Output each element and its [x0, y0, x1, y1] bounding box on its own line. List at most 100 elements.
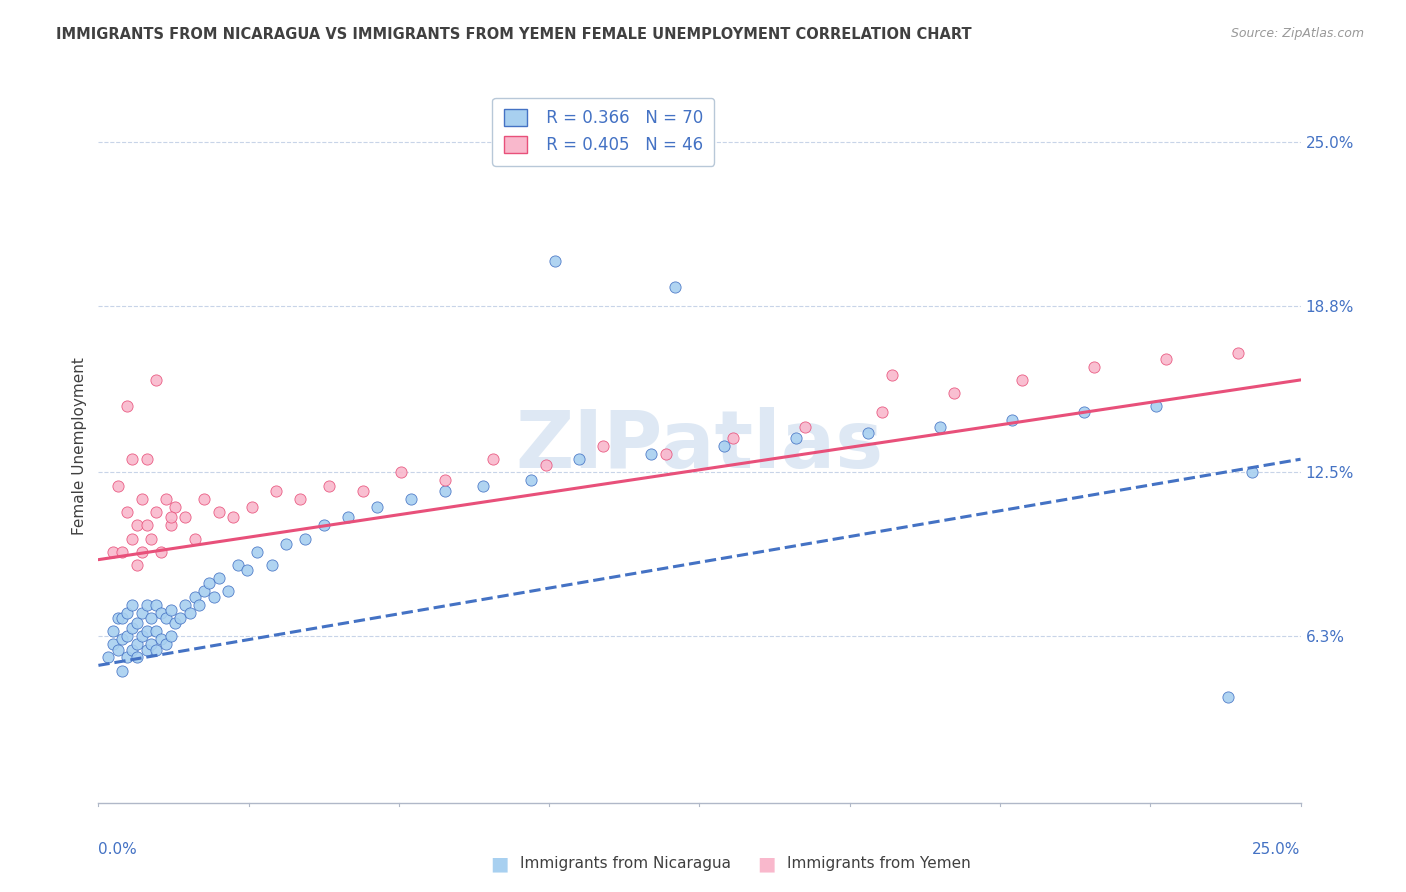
- Point: [266, 483, 288, 498]
- Point: [1154, 351, 1177, 366]
- Point: [928, 420, 950, 434]
- Point: [121, 532, 143, 546]
- Text: Immigrants from Yemen: Immigrants from Yemen: [787, 856, 972, 871]
- Point: [169, 611, 191, 625]
- Point: [1073, 404, 1095, 418]
- Point: [721, 431, 744, 445]
- Point: [117, 505, 139, 519]
- Point: [159, 510, 181, 524]
- Point: [870, 404, 893, 418]
- Point: [246, 545, 269, 559]
- Point: [101, 637, 124, 651]
- Point: [1001, 412, 1024, 426]
- Point: [131, 629, 153, 643]
- Point: [121, 452, 143, 467]
- Point: [145, 505, 167, 519]
- Point: [1227, 346, 1250, 360]
- Point: [111, 664, 134, 678]
- Point: [111, 545, 134, 559]
- Point: [318, 478, 340, 492]
- Text: Immigrants from Nicaragua: Immigrants from Nicaragua: [520, 856, 731, 871]
- Point: [165, 500, 187, 514]
- Point: [125, 637, 148, 651]
- Point: [208, 505, 231, 519]
- Point: [159, 518, 181, 533]
- Text: 25.0%: 25.0%: [1253, 842, 1301, 857]
- Point: [785, 431, 807, 445]
- Point: [141, 611, 163, 625]
- Point: [179, 606, 201, 620]
- Point: [121, 642, 143, 657]
- Point: [149, 606, 172, 620]
- Point: [433, 474, 456, 488]
- Point: [145, 373, 167, 387]
- Point: [131, 606, 153, 620]
- Point: [135, 598, 157, 612]
- Point: [240, 500, 263, 514]
- Point: [290, 491, 312, 506]
- Point: [399, 491, 422, 506]
- Point: [640, 447, 662, 461]
- Point: [655, 447, 678, 461]
- Point: [149, 632, 172, 646]
- Point: [174, 510, 197, 524]
- Legend:  R = 0.366   N = 70,  R = 0.405   N = 46: R = 0.366 N = 70, R = 0.405 N = 46: [492, 97, 714, 166]
- Point: [433, 483, 456, 498]
- Point: [165, 616, 187, 631]
- Point: [101, 624, 124, 638]
- Point: [149, 545, 172, 559]
- Point: [198, 576, 221, 591]
- Point: [664, 280, 686, 294]
- Point: [125, 650, 148, 665]
- Text: ■: ■: [756, 854, 776, 873]
- Point: [202, 590, 225, 604]
- Point: [111, 632, 134, 646]
- Point: [260, 558, 283, 572]
- Text: 0.0%: 0.0%: [98, 842, 138, 857]
- Point: [217, 584, 239, 599]
- Point: [155, 637, 177, 651]
- Point: [337, 510, 360, 524]
- Point: [183, 532, 205, 546]
- Point: [107, 642, 129, 657]
- Point: [472, 478, 495, 492]
- Point: [117, 629, 139, 643]
- Point: [713, 439, 735, 453]
- Point: [520, 474, 543, 488]
- Point: [131, 545, 153, 559]
- Point: [352, 483, 374, 498]
- Point: [111, 611, 134, 625]
- Point: [366, 500, 388, 514]
- Point: [1083, 359, 1105, 374]
- Text: IMMIGRANTS FROM NICARAGUA VS IMMIGRANTS FROM YEMEN FEMALE UNEMPLOYMENT CORRELATI: IMMIGRANTS FROM NICARAGUA VS IMMIGRANTS …: [56, 27, 972, 42]
- Point: [145, 642, 167, 657]
- Point: [125, 558, 148, 572]
- Point: [1011, 373, 1033, 387]
- Point: [236, 563, 259, 577]
- Point: [125, 518, 148, 533]
- Point: [568, 452, 591, 467]
- Point: [193, 584, 215, 599]
- Point: [294, 532, 316, 546]
- Point: [1241, 466, 1264, 480]
- Point: [135, 452, 157, 467]
- Text: Source: ZipAtlas.com: Source: ZipAtlas.com: [1230, 27, 1364, 40]
- Point: [389, 466, 412, 480]
- Text: ■: ■: [489, 854, 509, 873]
- Y-axis label: Female Unemployment: Female Unemployment: [72, 357, 87, 535]
- Point: [141, 637, 163, 651]
- Point: [121, 621, 143, 635]
- Point: [1218, 690, 1240, 704]
- Point: [314, 518, 336, 533]
- Point: [274, 537, 297, 551]
- Text: ZIPatlas: ZIPatlas: [516, 407, 883, 485]
- Point: [117, 400, 139, 414]
- Point: [107, 611, 129, 625]
- Point: [208, 571, 231, 585]
- Point: [544, 254, 567, 268]
- Point: [107, 478, 129, 492]
- Point: [117, 606, 139, 620]
- Point: [145, 624, 167, 638]
- Point: [1144, 400, 1167, 414]
- Point: [135, 642, 157, 657]
